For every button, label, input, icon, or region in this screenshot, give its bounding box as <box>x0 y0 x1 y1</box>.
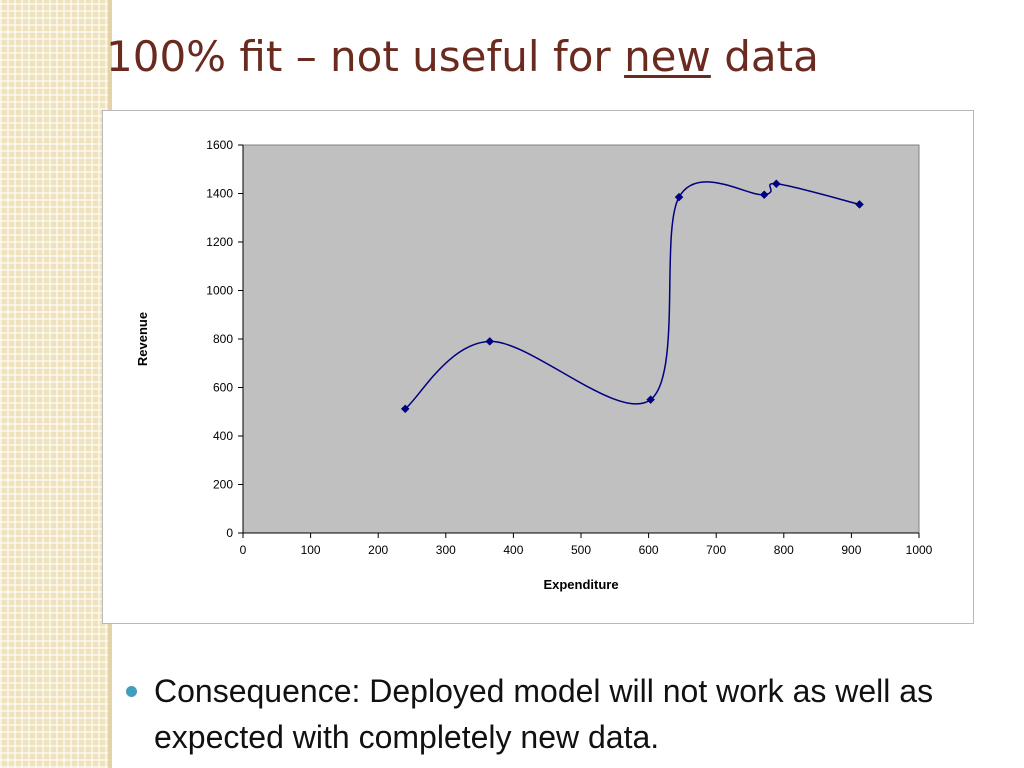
data-point-marker <box>646 395 655 404</box>
chart-container: 0 200 400 600 800 1000 1200 1400 1600 0 100 200 300 4… <box>102 110 974 624</box>
x-tick-label: 300 <box>436 543 456 557</box>
x-tick-label: 100 <box>301 543 321 557</box>
bullet-icon <box>126 686 137 697</box>
title-suffix: data <box>710 32 819 81</box>
title-prefix: 100% fit – not useful for <box>106 32 625 81</box>
scatter-chart: 0 200 400 600 800 1000 1200 1400 1600 0 100 200 300 4… <box>135 138 933 592</box>
series-marker-layer <box>400 179 864 414</box>
x-tick-label: 700 <box>706 543 726 557</box>
x-tick-label: 0 <box>240 543 247 557</box>
data-point-marker <box>855 200 864 209</box>
data-point-marker <box>485 337 495 346</box>
y-tick-label: 800 <box>213 332 233 346</box>
decorative-side-strip <box>0 0 112 768</box>
slide-title: 100% fit – not useful for new data <box>106 32 819 81</box>
y-tick-label: 1200 <box>206 235 233 249</box>
x-tick-label: 200 <box>368 543 388 557</box>
plot-area <box>242 144 920 534</box>
x-axis-title: Expenditure <box>543 577 618 592</box>
data-point-marker <box>400 404 410 414</box>
y-tick-label: 1600 <box>206 138 233 152</box>
x-tick-label: 400 <box>503 543 523 557</box>
y-tick-label: 400 <box>213 429 233 443</box>
y-axis-title: Revenue <box>135 312 150 366</box>
x-tick-label: 800 <box>774 543 794 557</box>
y-tick-label: 0 <box>226 526 233 540</box>
x-tick-label: 600 <box>639 543 659 557</box>
axes: 0 200 400 600 800 1000 1200 1400 1600 0 100 200 300 4… <box>206 138 932 557</box>
x-tick-label: 500 <box>571 543 591 557</box>
data-point-marker <box>674 192 684 202</box>
x-tick-label: 900 <box>841 543 861 557</box>
y-tick-label: 1400 <box>206 187 233 201</box>
data-point-marker <box>759 190 769 200</box>
title-emphasis: new <box>624 32 711 81</box>
y-tick-label: 1000 <box>206 284 233 298</box>
x-tick-label: 1000 <box>906 543 933 557</box>
y-tick-label: 200 <box>213 478 233 492</box>
bullet-text: Consequence: Deployed model will not wor… <box>154 673 934 755</box>
y-tick-label: 600 <box>213 381 233 395</box>
data-point-marker <box>772 179 781 189</box>
